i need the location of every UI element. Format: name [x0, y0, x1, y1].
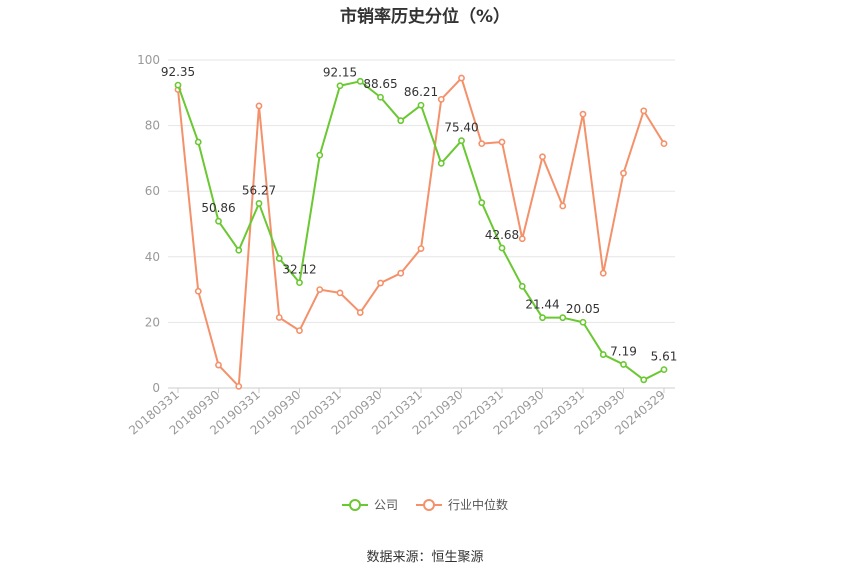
data-point-company[interactable]	[377, 93, 384, 101]
data-point-industry[interactable]	[316, 286, 324, 293]
data-point-company[interactable]	[275, 255, 283, 262]
data-label-company: 20.05	[566, 302, 600, 316]
data-label-company: 86.21	[404, 85, 438, 99]
data-point-industry[interactable]	[255, 102, 263, 110]
data-point-company[interactable]	[458, 137, 465, 145]
data-label-company: 7.19	[610, 344, 637, 358]
y-tick-label: 40	[145, 250, 160, 264]
legend-label-industry: 行业中位数	[448, 498, 509, 512]
data-point-industry[interactable]	[539, 153, 546, 161]
y-tick-label: 20	[145, 315, 160, 329]
data-point-company[interactable]	[174, 81, 182, 89]
y-tick-label: 60	[145, 184, 160, 198]
data-point-industry[interactable]	[620, 169, 627, 177]
data-point-company[interactable]	[194, 138, 202, 146]
data-point-company[interactable]	[660, 366, 668, 373]
data-point-industry[interactable]	[397, 269, 405, 277]
data-point-company[interactable]	[437, 159, 445, 167]
data-point-company[interactable]	[215, 217, 222, 225]
legend-item-company[interactable]: 公司	[341, 496, 398, 513]
data-point-company[interactable]	[478, 199, 486, 207]
data-point-company[interactable]	[356, 77, 364, 85]
data-label-company: 92.35	[161, 65, 195, 79]
series-line-industry	[177, 77, 665, 388]
chart-title: 市销率历史分位（%）	[339, 7, 511, 27]
data-point-industry[interactable]	[377, 279, 384, 287]
data-point-company[interactable]	[620, 361, 627, 368]
data-point-company[interactable]	[539, 314, 546, 322]
data-point-industry[interactable]	[640, 107, 648, 115]
data-point-industry[interactable]	[518, 235, 526, 243]
data-label-company: 50.86	[201, 201, 235, 215]
legend-swatch-company	[341, 498, 368, 512]
data-label-company: 56.27	[242, 183, 276, 197]
data-point-industry[interactable]	[498, 138, 506, 146]
data-point-industry[interactable]	[437, 95, 445, 103]
data-label-company: 75.40	[444, 121, 478, 135]
data-point-company[interactable]	[498, 244, 506, 252]
data-point-company[interactable]	[417, 101, 425, 109]
data-point-company[interactable]	[640, 376, 648, 384]
data-label-company: 92.15	[323, 66, 357, 80]
data-label-company: 32.12	[282, 263, 316, 277]
data-point-industry[interactable]	[194, 287, 202, 295]
data-point-industry[interactable]	[215, 361, 222, 369]
legend-item-industry[interactable]: 行业中位数	[416, 496, 508, 513]
data-point-industry[interactable]	[478, 140, 486, 148]
data-point-industry[interactable]	[599, 269, 607, 277]
y-tick-label: 100	[137, 53, 160, 67]
legend-swatch-industry	[416, 498, 442, 512]
data-label-company: 88.65	[363, 77, 397, 91]
data-point-company[interactable]	[316, 151, 324, 159]
data-point-industry[interactable]	[356, 309, 364, 316]
data-point-industry[interactable]	[660, 140, 668, 148]
data-point-company[interactable]	[599, 351, 607, 358]
data-point-company[interactable]	[559, 314, 567, 322]
data-label-company: 21.44	[525, 298, 559, 312]
data-point-industry[interactable]	[417, 245, 425, 252]
data-point-industry[interactable]	[235, 382, 243, 390]
data-point-industry[interactable]	[559, 202, 567, 210]
source-note: 数据来源：恒生聚源	[366, 550, 484, 565]
legend: 公司 行业中位数	[0, 496, 850, 513]
series-lines	[174, 74, 668, 390]
data-point-company[interactable]	[397, 117, 405, 125]
data-point-industry[interactable]	[336, 289, 344, 297]
data-point-company[interactable]	[255, 200, 263, 207]
data-point-company[interactable]	[235, 246, 243, 254]
legend-label-company: 公司	[373, 498, 398, 512]
data-point-industry[interactable]	[296, 327, 303, 334]
axes: 0204060801002018033120180930201903312019…	[126, 53, 675, 438]
data-point-company[interactable]	[579, 318, 587, 326]
data-label-company: 5.61	[651, 350, 678, 364]
y-tick-label: 80	[145, 119, 160, 133]
data-point-company[interactable]	[518, 282, 526, 290]
data-point-industry[interactable]	[275, 314, 283, 321]
data-label-company: 42.68	[485, 228, 519, 242]
y-tick-label: 0	[152, 381, 160, 395]
data-labels: 92.35 50.86 56.27 32.12 92.15 88.65 86.21 75.40…	[161, 65, 678, 364]
data-point-company[interactable]	[296, 279, 303, 287]
data-point-industry[interactable]	[458, 74, 465, 82]
data-point-company[interactable]	[336, 82, 344, 90]
data-point-industry[interactable]	[579, 110, 587, 118]
grid-lines	[168, 59, 675, 323]
